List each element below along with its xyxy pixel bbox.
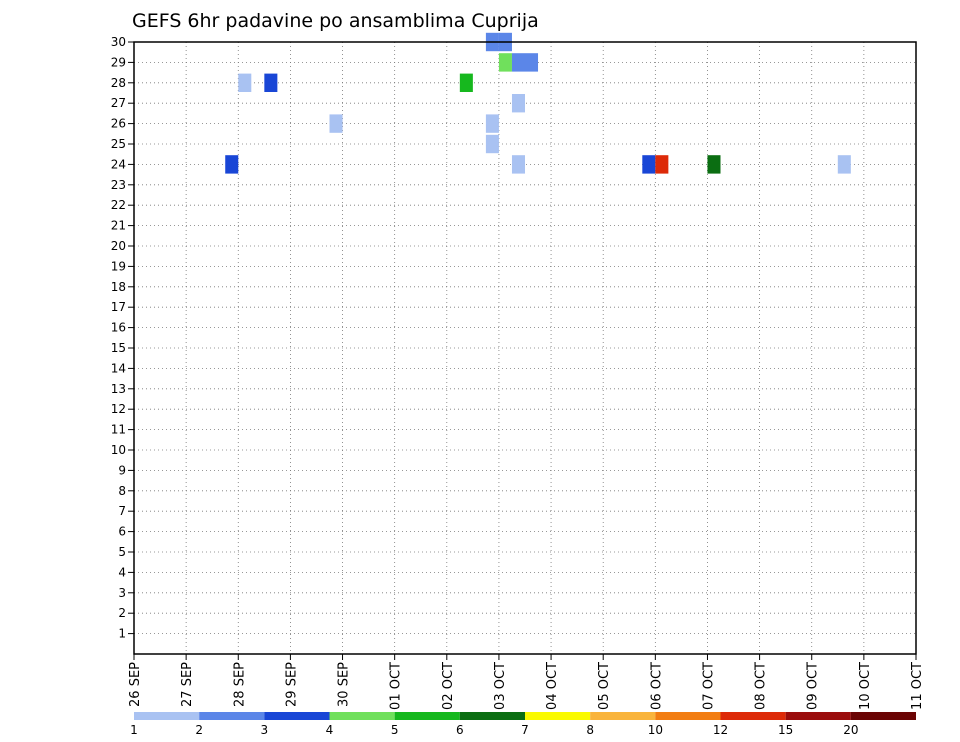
y-tick-label: 16 [111, 321, 126, 335]
precip-cell [511, 53, 525, 72]
legend-swatch [264, 712, 330, 720]
y-axis: 1234567891011121314151617181920212223242… [111, 35, 134, 641]
legend-swatch [459, 712, 525, 720]
precip-cell [498, 53, 512, 72]
legend-label: 2 [195, 723, 203, 737]
precip-cell [511, 155, 525, 174]
chart-title: GEFS 6hr padavine po ansamblima Cuprija [132, 10, 539, 32]
legend-label: 1 [130, 723, 138, 737]
y-tick-label: 4 [118, 565, 126, 579]
precip-cell [511, 94, 525, 113]
x-tick-label: 02 OCT [441, 662, 456, 710]
y-tick-label: 7 [118, 504, 126, 518]
y-tick-label: 2 [118, 606, 126, 620]
legend-label: 10 [648, 723, 663, 737]
y-tick-label: 11 [111, 423, 126, 437]
x-axis: 26 SEP 27 SEP 28 SEP 29 SEP 30 SEP 01 OCT 02 O… [128, 654, 925, 710]
data-cells [225, 32, 851, 174]
legend-label: 12 [713, 723, 728, 737]
precip-cell [655, 155, 669, 174]
legend-swatch [785, 712, 851, 720]
y-tick-label: 14 [111, 361, 126, 375]
legend-label: 5 [391, 723, 399, 737]
legend-label: 20 [843, 723, 858, 737]
y-tick-label: 12 [111, 402, 126, 416]
legend-label: 15 [778, 723, 793, 737]
precip-cell [459, 73, 473, 92]
x-tick-label: 28 SEP [232, 662, 247, 707]
y-tick-label: 20 [111, 239, 126, 253]
x-tick-label: 29 SEP [284, 662, 299, 707]
precip-cell [525, 53, 539, 72]
y-tick-label: 5 [118, 545, 126, 559]
y-tick-label: 30 [111, 35, 126, 49]
y-tick-label: 10 [111, 443, 126, 457]
y-tick-label: 29 [111, 55, 126, 69]
legend-swatch [394, 712, 460, 720]
y-tick-label: 22 [111, 198, 126, 212]
legend-label: 4 [326, 723, 334, 737]
x-tick-label: 30 SEP [337, 662, 352, 707]
precip-cell [485, 114, 499, 133]
y-tick-label: 15 [111, 341, 126, 355]
x-tick-label: 07 OCT [701, 662, 716, 710]
x-tick-label: 26 SEP [128, 662, 143, 707]
y-tick-label: 1 [118, 627, 126, 641]
legend-swatch [850, 712, 916, 720]
y-tick-label: 17 [111, 300, 126, 314]
legend-label: 6 [456, 723, 464, 737]
precip-cell [642, 155, 656, 174]
y-tick-label: 3 [118, 586, 126, 600]
legend-swatch [655, 712, 721, 720]
legend-swatch [525, 712, 591, 720]
x-tick-label: 08 OCT [754, 662, 769, 710]
precip-cell [329, 114, 343, 133]
precip-cell [238, 73, 252, 92]
precip-cell [837, 155, 851, 174]
y-tick-label: 25 [111, 137, 126, 151]
y-tick-label: 21 [111, 219, 126, 233]
x-tick-label: 04 OCT [545, 662, 560, 710]
y-tick-label: 9 [118, 463, 126, 477]
y-tick-label: 8 [118, 484, 126, 498]
x-tick-label: 05 OCT [597, 662, 612, 710]
legend-swatch [199, 712, 265, 720]
legend-label: 8 [586, 723, 594, 737]
y-tick-label: 27 [111, 96, 126, 110]
precip-cell [707, 155, 721, 174]
x-tick-label: 01 OCT [389, 662, 404, 710]
precip-cell [225, 155, 239, 174]
legend-label: 3 [261, 723, 269, 737]
legend-swatch [590, 712, 656, 720]
legend-swatch [134, 712, 200, 720]
y-tick-label: 6 [118, 525, 126, 539]
precip-cell [264, 73, 278, 92]
legend-swatch [720, 712, 786, 720]
x-tick-label: 03 OCT [493, 662, 508, 710]
x-tick-label: 06 OCT [649, 662, 664, 710]
x-tick-label: 11 OCT [910, 662, 925, 710]
y-tick-label: 23 [111, 178, 126, 192]
y-tick-label: 26 [111, 117, 126, 131]
x-tick-label: 27 SEP [180, 662, 195, 707]
precip-cell [485, 134, 499, 154]
legend-label: 7 [521, 723, 529, 737]
legend-swatch [329, 712, 395, 720]
y-tick-label: 24 [111, 157, 126, 171]
x-tick-label: 09 OCT [806, 662, 821, 710]
color-legend: 1 2 3 4 5 6 7 8 10 12 15 20 [130, 712, 916, 737]
y-tick-label: 28 [111, 76, 126, 90]
y-tick-label: 18 [111, 280, 126, 294]
y-tick-label: 13 [111, 382, 126, 396]
y-tick-label: 19 [111, 259, 126, 273]
x-tick-label: 10 OCT [858, 662, 873, 710]
grid-lines [134, 41, 916, 654]
